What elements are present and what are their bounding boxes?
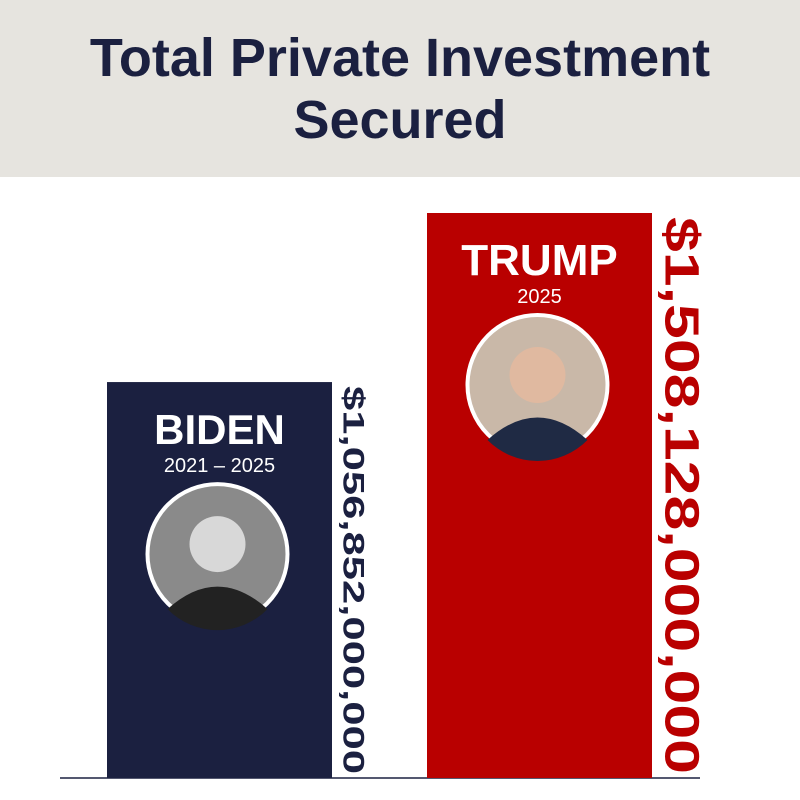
bar [427, 213, 652, 778]
portrait-body [167, 586, 268, 631]
value-label: $1,056,852,000,000 [336, 386, 369, 774]
bar-period: 2025 [517, 286, 562, 308]
portrait-body [487, 417, 588, 462]
chart-title: Total Private Investment Secured [89, 27, 711, 150]
portrait-head [189, 516, 246, 573]
bar-name: TRUMP [461, 236, 617, 285]
portrait-head [509, 347, 566, 403]
bar-name: BIDEN [154, 406, 285, 453]
value-label: $1,508,128,000,000 [655, 217, 708, 774]
bar-period: 2021 – 2025 [164, 455, 275, 477]
header: Total Private Investment Secured [0, 0, 800, 177]
